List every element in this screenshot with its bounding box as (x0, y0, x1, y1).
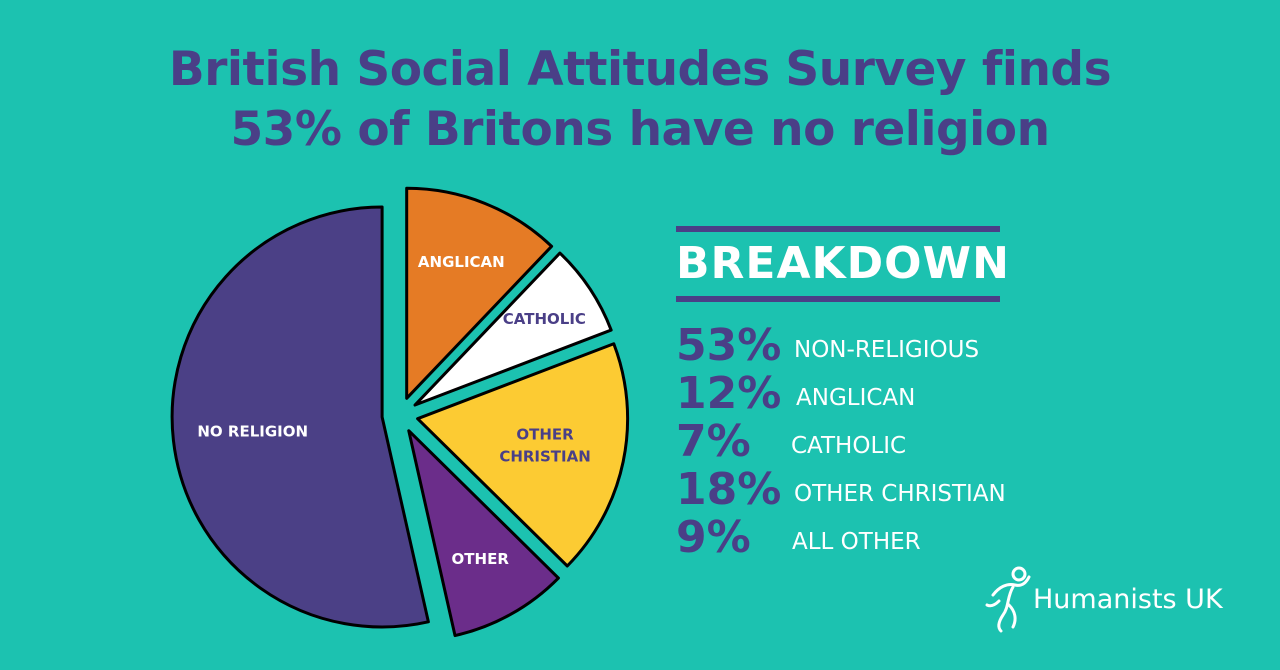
pie-slice-catholic (413, 251, 613, 407)
breakdown-row-all-other: 9% ALL OTHER (676, 514, 1096, 562)
breakdown-label: NON-RELIGIOUS (794, 337, 980, 363)
breakdown-pct: 9% (676, 512, 751, 563)
breakdown-label: ALL OTHER (792, 529, 921, 555)
pie-slice-no-religion (170, 205, 430, 629)
pie-label-catholic: CATHOLIC (503, 310, 586, 328)
breakdown-row-anglican: 12% ANGLICAN (676, 370, 1096, 418)
pie-label-other-christian: OTHER CHRISTIAN (499, 425, 590, 465)
logo-text: Humanists UK (1033, 584, 1223, 615)
breakdown-row-catholic: 7% CATHOLIC (676, 418, 1096, 466)
pie-label-no-religion: NO RELIGION (197, 422, 308, 440)
page-title: British Social Attitudes Survey finds 53… (0, 40, 1280, 160)
breakdown-label: CATHOLIC (791, 433, 907, 459)
breakdown-pct: 18% (676, 464, 782, 515)
breakdown-pct: 53% (676, 320, 782, 371)
pie-slice-anglican (405, 186, 554, 400)
humanist-figure-icon (985, 566, 1031, 633)
pie-slice-other (407, 429, 560, 638)
breakdown-row-other-christian: 18% OTHER CHRISTIAN (676, 466, 1096, 514)
pie-label-anglican: ANGLICAN (418, 253, 505, 271)
breakdown-top-rule (676, 226, 1000, 232)
breakdown-heading: BREAKDOWN (676, 238, 1010, 289)
title-line-1: British Social Attitudes Survey finds (168, 42, 1112, 97)
breakdown-label: ANGLICAN (796, 385, 916, 411)
title-line-2: 53% of Britons have no religion (230, 102, 1050, 157)
breakdown-row-non-religious: 53% NON-RELIGIOUS (676, 322, 1096, 370)
pie-slice-other-christian (416, 342, 630, 568)
breakdown-label: OTHER CHRISTIAN (794, 481, 1006, 507)
breakdown-bottom-rule (676, 296, 1000, 302)
breakdown-pct: 7% (676, 416, 751, 467)
pie-label-other: OTHER (452, 550, 510, 568)
humanists-uk-logo: Humanists UK (985, 565, 1255, 635)
breakdown-pct: 12% (676, 368, 782, 419)
